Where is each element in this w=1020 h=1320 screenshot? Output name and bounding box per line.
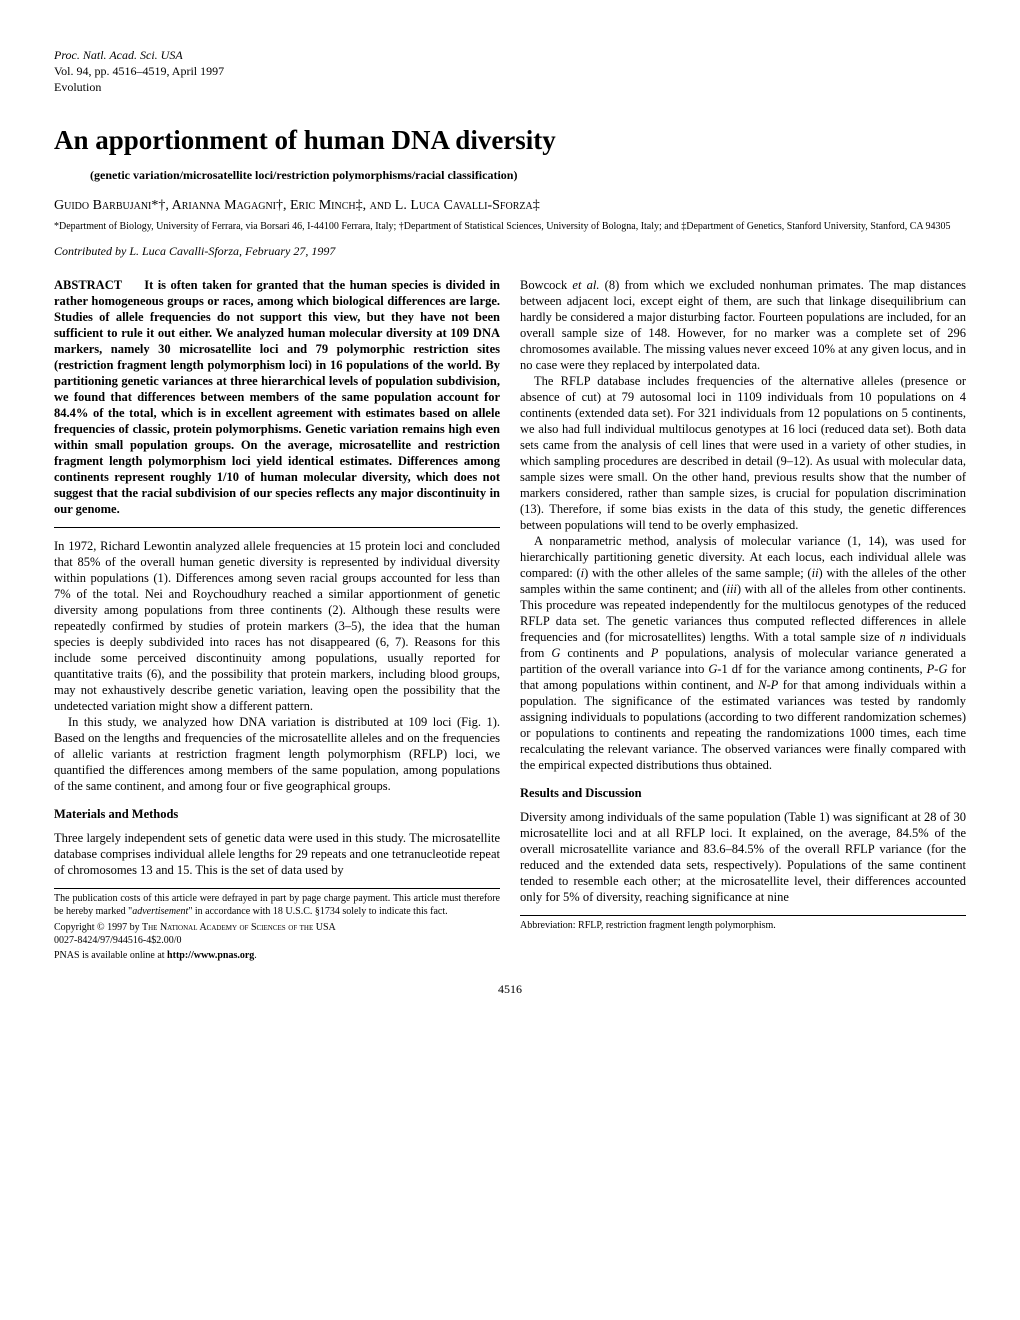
pnas-online-url: http://www.pnas.org xyxy=(167,950,254,961)
results-para-1: Diversity among individuals of the same … xyxy=(520,809,966,905)
bowcock-ref: Bowcock et al. (8) xyxy=(520,278,619,292)
intro-para-1: In 1972, Richard Lewontin analyzed allel… xyxy=(54,538,500,714)
results-heading: Results and Discussion xyxy=(520,785,966,801)
intro-para-2: In this study, we analyzed how DNA varia… xyxy=(54,714,500,794)
col2-para-3: A nonparametric method, analysis of mole… xyxy=(520,533,966,773)
publication-costs-note: The publication costs of this article we… xyxy=(54,893,500,918)
pub-costs-text-2: " in accordance with 18 U.S.C. §1734 sol… xyxy=(188,906,447,917)
left-footnotes: The publication costs of this article we… xyxy=(54,888,500,962)
article-title: An apportionment of human DNA diversity xyxy=(54,123,966,158)
abbreviation-note: Abbreviation: RFLP, restriction fragment… xyxy=(520,920,966,933)
authors: Guido Barbujani*†, Arianna Magagni†, Eri… xyxy=(54,197,966,215)
abstract-text: It is often taken for granted that the h… xyxy=(54,278,500,516)
contributed-line: Contributed by L. Luca Cavalli-Sforza, F… xyxy=(54,244,966,259)
col2-para-1: Bowcock et al. (8) from which we exclude… xyxy=(520,277,966,373)
footnote-rule-left xyxy=(54,888,500,889)
article-subtitle: (genetic variation/microsatellite loci/r… xyxy=(90,168,966,183)
abstract-label: ABSTRACT xyxy=(54,278,122,292)
abstract-rule xyxy=(54,527,500,528)
journal-volume: Vol. 94, pp. 4516–4519, April 1997 xyxy=(54,64,966,79)
col2-para-2: The RFLP database includes frequencies o… xyxy=(520,373,966,533)
page-number: 4516 xyxy=(54,982,966,997)
materials-heading: Materials and Methods xyxy=(54,806,500,822)
advertisement-word: advertisement xyxy=(132,906,188,917)
right-footnotes: Abbreviation: RFLP, restriction fragment… xyxy=(520,915,966,933)
two-column-body: ABSTRACT It is often taken for granted t… xyxy=(54,277,966,962)
copyright-line: Copyright © 1997 by The National Academy… xyxy=(54,922,500,948)
pnas-online-pre: PNAS is available online at xyxy=(54,950,167,961)
affiliations: *Department of Biology, University of Fe… xyxy=(54,221,966,234)
pnas-online-line: PNAS is available online at http://www.p… xyxy=(54,950,500,963)
journal-section: Evolution xyxy=(54,80,966,95)
abstract: ABSTRACT It is often taken for granted t… xyxy=(54,277,500,517)
issn-line: 0027-8424/97/944516-4$2.00/0 xyxy=(54,935,182,946)
materials-para-1: Three largely independent sets of geneti… xyxy=(54,830,500,878)
footnote-rule-right xyxy=(520,915,966,916)
copyright-text: Copyright © 1997 by The National Academy… xyxy=(54,922,336,933)
journal-header: Proc. Natl. Acad. Sci. USA Vol. 94, pp. … xyxy=(54,48,966,95)
journal-name: Proc. Natl. Acad. Sci. USA xyxy=(54,48,966,62)
